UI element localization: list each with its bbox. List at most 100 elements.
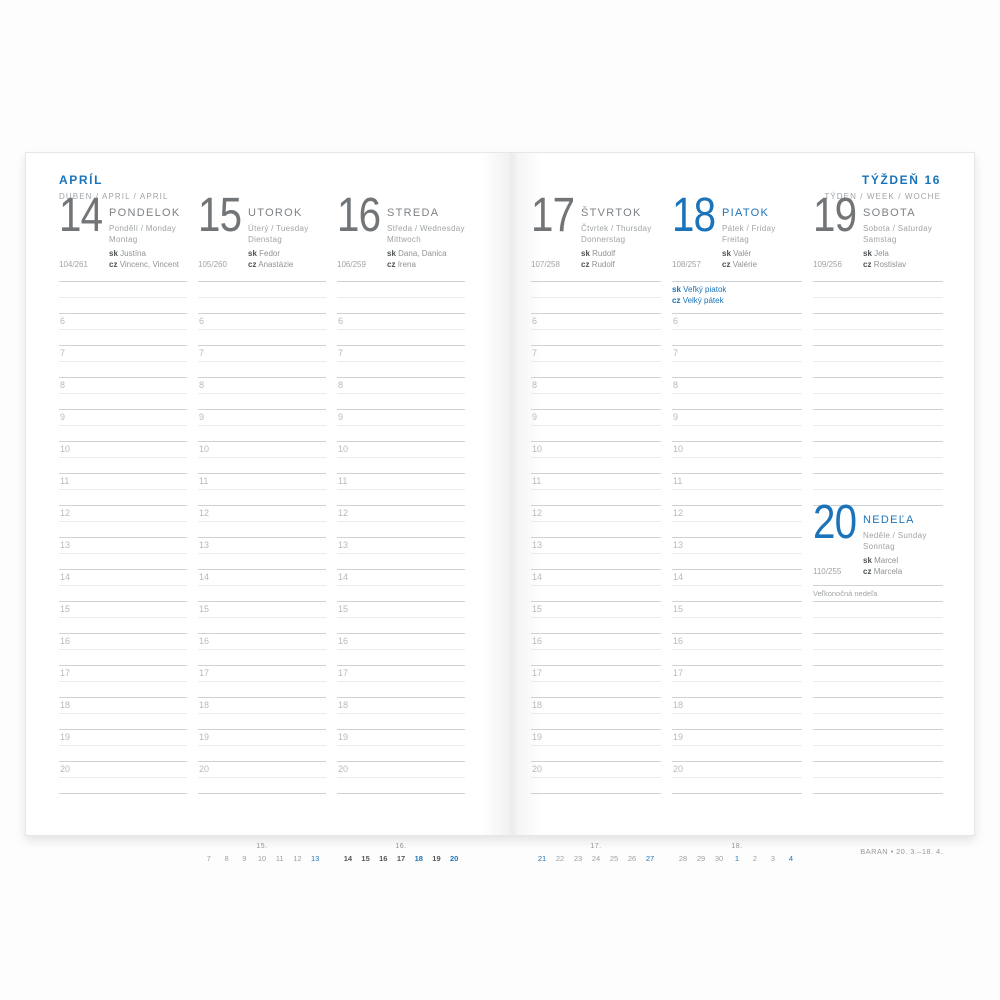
ruled-line [813, 585, 943, 586]
ruled-line [337, 441, 465, 442]
day-header: 14 PONDELOK Pondělí / Monday Montag sk J… [59, 192, 187, 281]
mini-calendar-day: 21 [537, 854, 547, 863]
day-translation-2: Freitag [722, 235, 749, 244]
day-translation-1: Úterý / Tuesday [248, 224, 309, 233]
ruled-line [672, 553, 802, 554]
ruled-line [531, 393, 661, 394]
mini-calendar-day: 2 [752, 854, 758, 863]
sk-nameday: sk Fedor [248, 249, 281, 258]
day-column-friday: 18 PIATOK Pátek / Friday Freitag sk Valé… [672, 192, 802, 863]
ruled-line [337, 649, 465, 650]
day-of-year: 107/258 [531, 260, 560, 269]
hour-label: 16 [199, 636, 210, 646]
hour-label: 12 [532, 508, 543, 518]
ruled-line [531, 585, 661, 586]
hour-label: 14 [338, 572, 349, 582]
hour-label: 10 [338, 444, 349, 454]
day-translation-2: Mittwoch [387, 235, 421, 244]
hour-label: 17 [532, 668, 543, 678]
ruled-line [531, 617, 661, 618]
ruled-line [531, 457, 661, 458]
hour-label: 11 [60, 476, 70, 486]
ruled-line [813, 441, 943, 442]
mini-calendar-week-label: 18. [731, 843, 743, 850]
hour-label: 19 [532, 732, 543, 742]
ruled-line [813, 393, 943, 394]
hour-label: 19 [199, 732, 210, 742]
day-translation-2: Montag [109, 235, 138, 244]
hour-label: 14 [532, 572, 543, 582]
mini-calendar-days: 21 22 23 24 25 26 27 [531, 854, 661, 863]
mini-calendar-day: 4 [788, 854, 794, 863]
hour-label: 11 [199, 476, 209, 486]
day-header: 18 PIATOK Pátek / Friday Freitag sk Valé… [672, 192, 802, 281]
week-title: TÝŽDEŇ 16 [861, 173, 941, 187]
ruled-line [198, 521, 326, 522]
ruled-line [672, 697, 802, 698]
mini-calendar-day: 28 [678, 854, 688, 863]
ruled-line [531, 521, 661, 522]
ruled-line [337, 793, 465, 794]
mini-calendar-week-15: 15. 7 8 9 10 11 12 13 [198, 843, 326, 863]
hour-label: 6 [338, 316, 344, 326]
ruled-line [813, 601, 943, 602]
ruled-line [813, 681, 943, 682]
cz-nameday: cz Irena [387, 260, 416, 269]
ruled-line [59, 537, 187, 538]
hour-label: 18 [673, 700, 684, 710]
ruled-line [813, 713, 943, 714]
sk-nameday: sk Rudolf [581, 249, 616, 258]
day-of-year: 105/260 [198, 260, 227, 269]
ruled-line [531, 537, 661, 538]
ruled-line [198, 665, 326, 666]
day-header: 15 UTOROK Úterý / Tuesday Dienstag sk Fe… [198, 192, 326, 281]
ruled-line [337, 553, 465, 554]
ruled-line [813, 633, 943, 634]
ruled-line [813, 793, 943, 794]
day-translation-1: Čtvrtek / Thursday [581, 224, 652, 233]
ruled-line [198, 633, 326, 634]
mini-calendar-day: 3 [770, 854, 776, 863]
mini-calendar-week-17: 17. 21 22 23 24 25 26 27 [531, 843, 661, 863]
ruled-line [813, 505, 943, 506]
ruled-line [337, 681, 465, 682]
ruled-line [59, 729, 187, 730]
day-number: 15 [198, 189, 242, 242]
ruled-line [337, 377, 465, 378]
hour-label: 8 [338, 380, 344, 390]
ruled-line [337, 457, 465, 458]
day-translation-2: Sonntag [863, 542, 895, 551]
hour-label: 17 [673, 668, 684, 678]
day-name: PIATOK [722, 207, 770, 219]
zodiac-range: BARAN • 20. 3.–18. 4. [860, 847, 943, 856]
ruled-line [337, 601, 465, 602]
ruled-line [198, 473, 326, 474]
ruled-line [59, 681, 187, 682]
day-column-thursday: 17 ŠTVRTOK Čtvrtek / Thursday Donnerstag… [531, 192, 661, 863]
hour-label: 17 [338, 668, 349, 678]
ruled-line [672, 425, 802, 426]
mini-calendar-day: 11 [275, 854, 284, 863]
mini-calendar-day: 19 [432, 854, 441, 863]
ruled-line [59, 585, 187, 586]
ruled-line [337, 489, 465, 490]
hour-label: 17 [199, 668, 210, 678]
hour-label: 9 [199, 412, 205, 422]
day-name: STREDA [387, 207, 440, 219]
ruled-line [198, 329, 326, 330]
hour-label: 18 [532, 700, 543, 710]
ruled-line [672, 665, 802, 666]
ruled-line [198, 761, 326, 762]
ruled-line [198, 585, 326, 586]
ruled-line [672, 761, 802, 762]
hour-label: 6 [199, 316, 205, 326]
day-header: 17 ŠTVRTOK Čtvrtek / Thursday Donnerstag… [531, 192, 661, 281]
day-header-saturday: 19 SOBOTA Sobota / Saturday Samstag sk J… [813, 192, 943, 281]
hour-label: 15 [199, 604, 210, 614]
hour-label: 7 [532, 348, 538, 358]
ruled-line [672, 601, 802, 602]
ruled-line [531, 425, 661, 426]
ruled-line [198, 489, 326, 490]
ruled-line [198, 281, 326, 282]
mini-calendar-day: 23 [573, 854, 583, 863]
